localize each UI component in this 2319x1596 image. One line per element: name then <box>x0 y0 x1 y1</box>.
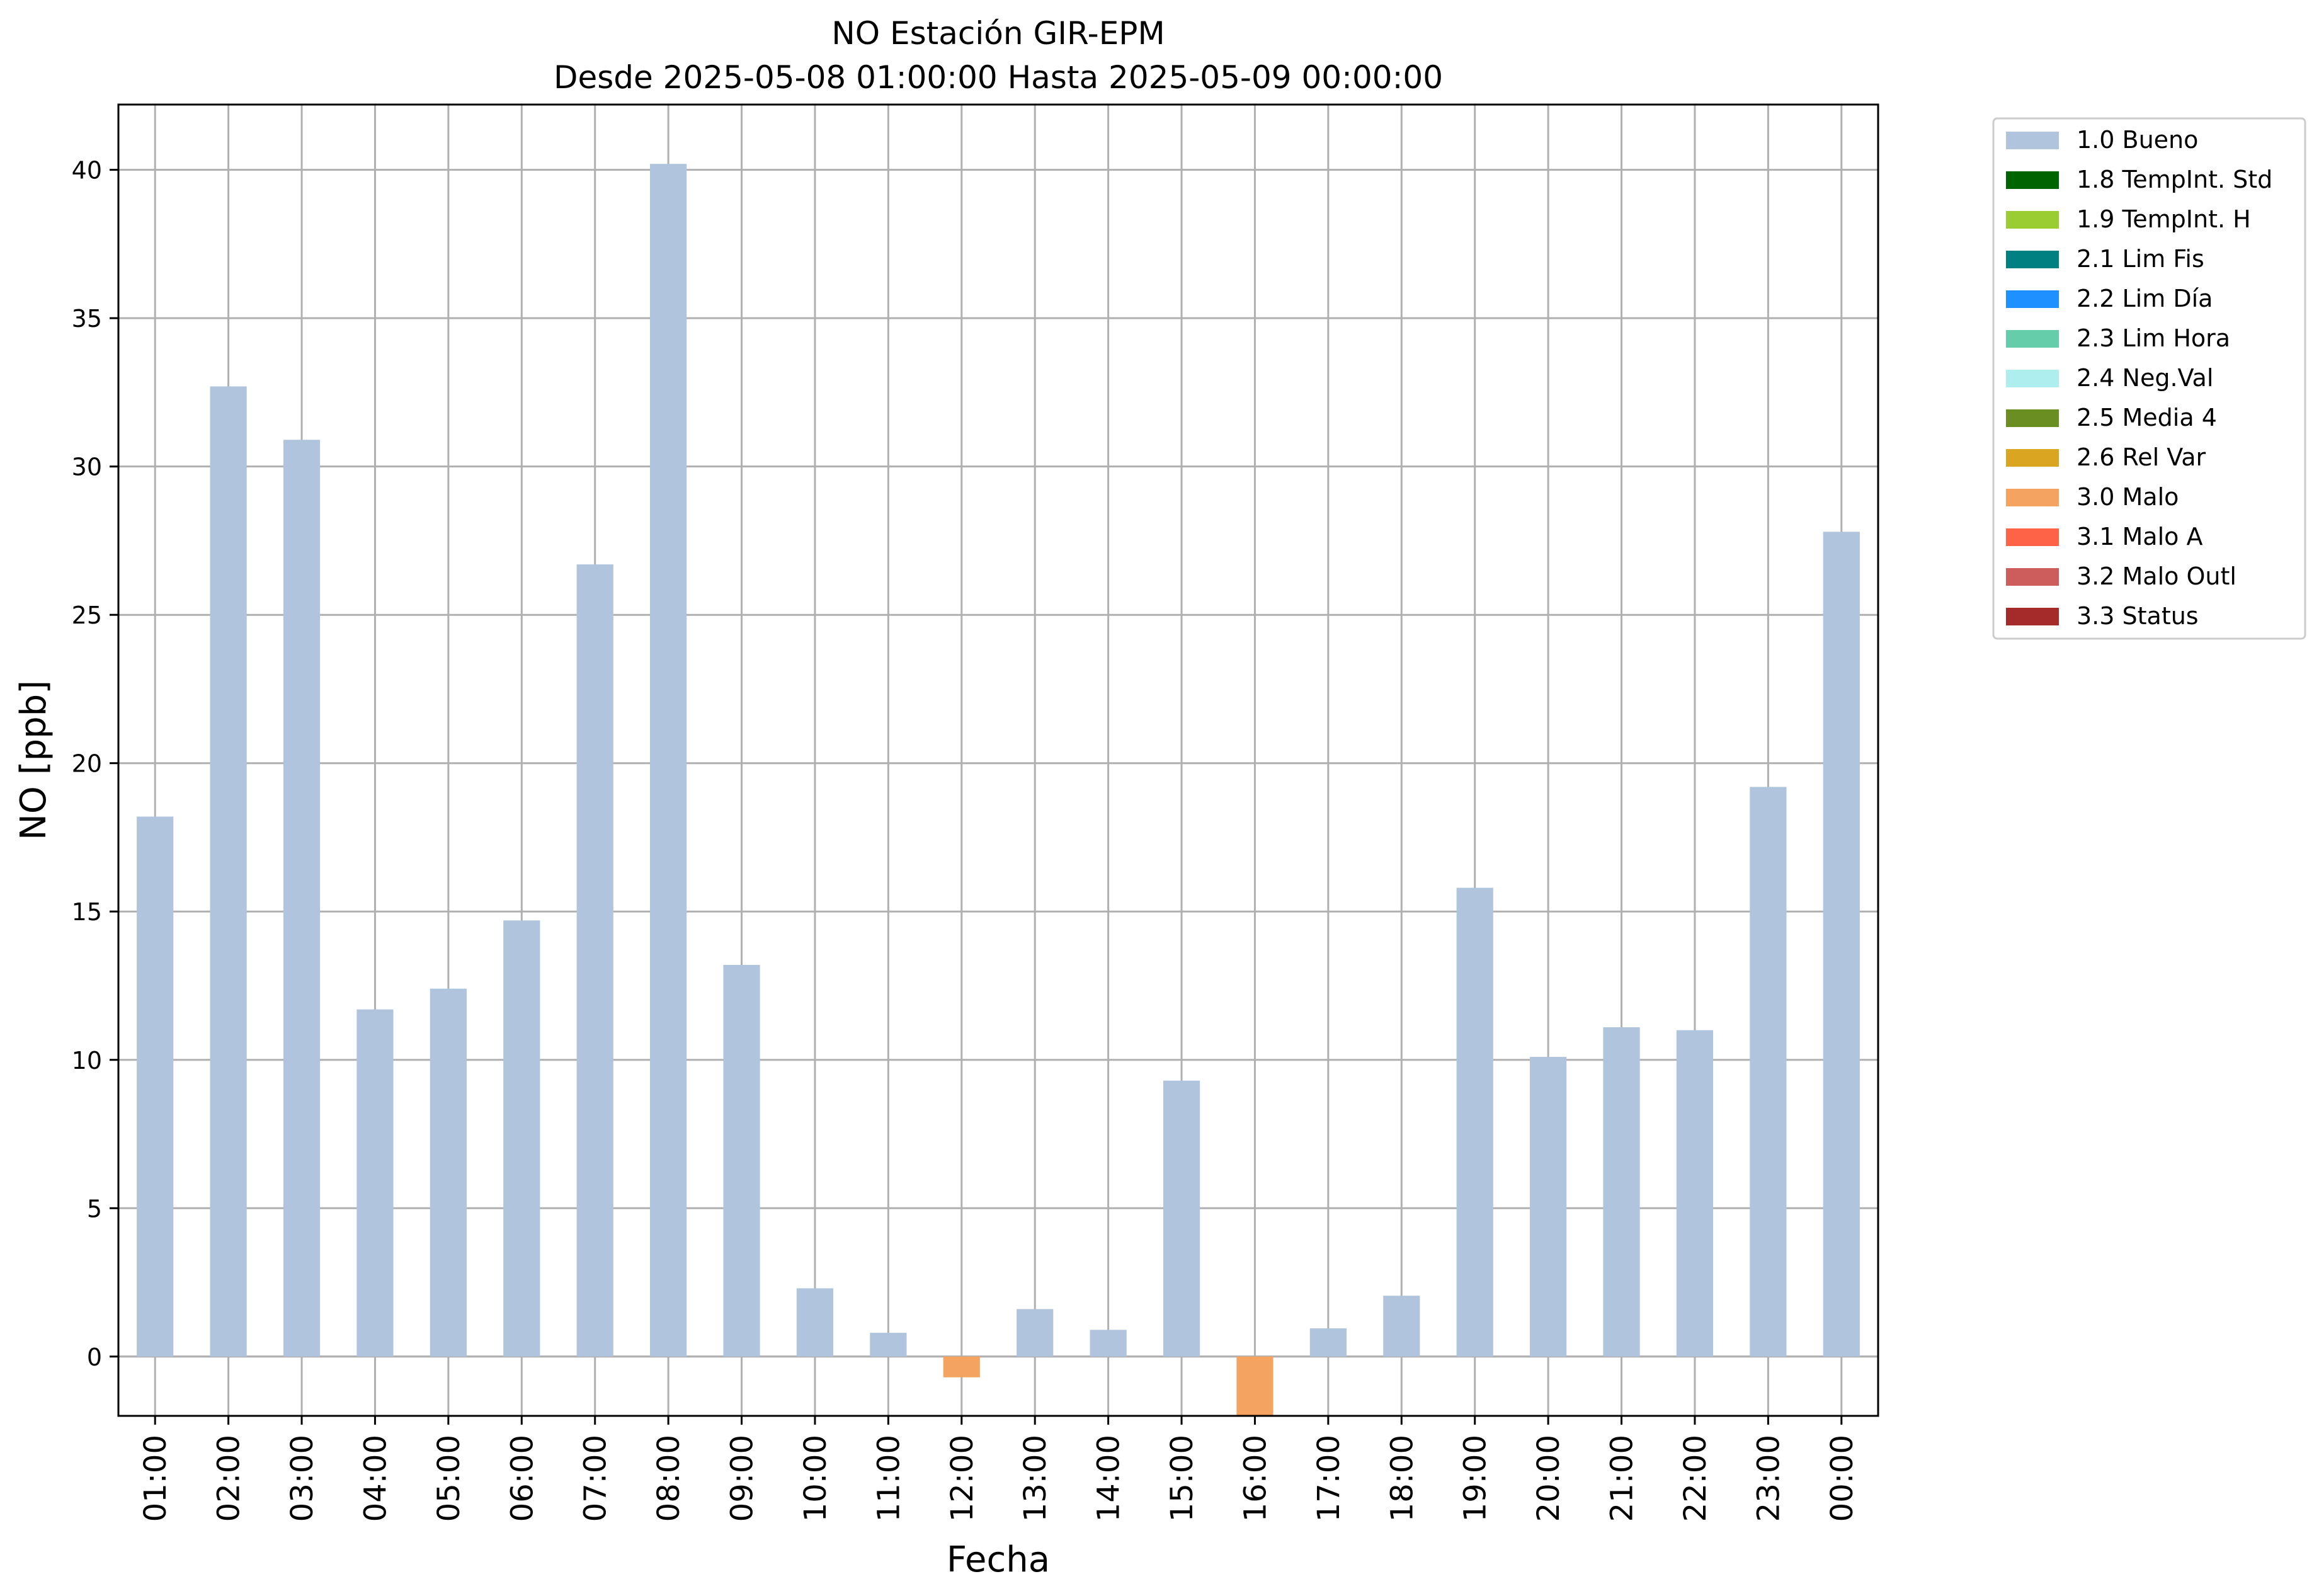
legend-swatch <box>2006 449 2059 467</box>
legend-swatch <box>2006 489 2059 506</box>
bar-1600 <box>1236 1356 1273 1416</box>
legend-swatch <box>2006 568 2059 586</box>
bar-0000 <box>1823 532 1860 1357</box>
bar-1900 <box>1456 887 1493 1357</box>
legend-entry: 2.2 Lim Día <box>2077 285 2213 312</box>
legend-entry: 3.0 Malo <box>2077 483 2179 511</box>
x-tick-label: 22:00 <box>1678 1435 1713 1522</box>
x-axis-label: Fecha <box>947 1539 1050 1580</box>
legend: 1.0 Bueno 1.8 TempInt. Std 1.9 TempInt. H 2… <box>1992 117 2306 640</box>
y-tick-label: 20 <box>72 750 102 778</box>
x-tick-label: 20:00 <box>1531 1435 1566 1522</box>
legend-entry: 3.2 Malo Outl <box>2077 562 2236 590</box>
x-tick-label: 18:00 <box>1384 1435 1420 1522</box>
legend-swatch <box>2006 409 2059 427</box>
x-tick-label: 19:00 <box>1458 1435 1493 1522</box>
bar-1300 <box>1017 1309 1054 1357</box>
x-tick-label: 01:00 <box>138 1435 173 1522</box>
bar-0200 <box>210 386 247 1357</box>
legend-swatch <box>2006 608 2059 625</box>
bar-1000 <box>796 1288 834 1357</box>
x-tick-label: 04:00 <box>358 1435 393 1522</box>
bar-2200 <box>1676 1030 1714 1357</box>
bar-0500 <box>430 988 467 1357</box>
legend-swatch <box>2006 132 2059 149</box>
y-tick-label: 30 <box>72 453 102 481</box>
x-tick-label: 02:00 <box>212 1435 247 1522</box>
bar-0400 <box>356 1009 394 1357</box>
legend-entry: 1.0 Bueno <box>2077 126 2198 154</box>
bar-0700 <box>576 564 613 1357</box>
legend-entry: 2.3 Lim Hora <box>2077 324 2230 352</box>
legend-entry: 2.1 Lim Fis <box>2077 245 2204 273</box>
legend-frame <box>1992 117 2306 640</box>
bar-0900 <box>723 965 760 1357</box>
bar-1700 <box>1309 1328 1347 1357</box>
x-tick-label: 21:00 <box>1605 1435 1640 1522</box>
bar-1100 <box>870 1333 907 1357</box>
x-tick-label: 16:00 <box>1238 1435 1273 1522</box>
bar-1400 <box>1090 1330 1127 1357</box>
legend-swatch <box>2006 251 2059 268</box>
legend-entry: 1.9 TempInt. H <box>2077 205 2251 233</box>
legend-swatch <box>2006 370 2059 387</box>
x-tick-label: 10:00 <box>798 1435 833 1522</box>
bar-2000 <box>1530 1057 1567 1357</box>
y-axis-label: NO [ppb] <box>13 680 54 840</box>
x-tick-label: 08:00 <box>651 1435 687 1522</box>
chart-title: NO Estación GIR-EPM <box>831 15 1165 52</box>
y-tick-label: 35 <box>72 305 102 333</box>
x-tick-label: 17:00 <box>1311 1435 1347 1522</box>
bars <box>137 164 1860 1416</box>
legend-entry: 2.4 Neg.Val <box>2077 364 2213 392</box>
legend-swatch <box>2006 290 2059 308</box>
x-tick-label: 12:00 <box>945 1435 980 1522</box>
bar-0800 <box>650 164 687 1357</box>
x-tick-label: 14:00 <box>1091 1435 1127 1522</box>
bar-1800 <box>1383 1296 1420 1357</box>
bar-1200 <box>943 1356 980 1377</box>
y-tick-label: 10 <box>72 1047 102 1074</box>
y-tick-label: 25 <box>72 601 102 629</box>
x-tick-label: 23:00 <box>1751 1435 1786 1522</box>
x-tick-label: 03:00 <box>285 1435 320 1522</box>
bar-1500 <box>1163 1080 1200 1357</box>
legend-swatch <box>2006 528 2059 546</box>
x-tick-label: 06:00 <box>504 1435 540 1522</box>
y-tick-label: 40 <box>72 157 102 185</box>
bar-0600 <box>503 920 540 1357</box>
plot-frame <box>117 103 1879 1417</box>
x-axis-ticks: 01:00 02:00 03:00 04:00 05:00 06:00 07:00 08:00… <box>138 1416 1860 1522</box>
legend-swatch <box>2006 171 2059 189</box>
legend-entry: 2.5 Media 4 <box>2077 404 2217 431</box>
y-tick-label: 5 <box>87 1195 102 1223</box>
legend-swatch <box>2006 330 2059 348</box>
y-axis-ticks: 0 5 10 15 20 25 30 35 40 <box>72 157 118 1371</box>
bar-2100 <box>1603 1027 1640 1357</box>
bar-2300 <box>1750 787 1787 1357</box>
y-tick-label: 0 <box>87 1343 102 1371</box>
bar-0100 <box>137 816 174 1357</box>
x-tick-label: 11:00 <box>871 1435 906 1522</box>
legend-entry: 1.8 TempInt. Std <box>2077 166 2272 193</box>
y-tick-label: 15 <box>72 898 102 926</box>
x-tick-label: 07:00 <box>578 1435 613 1522</box>
legend-swatch <box>2006 211 2059 229</box>
legend-entry: 2.6 Rel Var <box>2077 443 2206 471</box>
legend-entry: 3.1 Malo A <box>2077 523 2202 550</box>
legend-entry: 3.3 Status <box>2077 602 2199 630</box>
x-tick-label: 15:00 <box>1165 1435 1200 1522</box>
bar-0300 <box>283 440 321 1357</box>
x-tick-label: 09:00 <box>725 1435 760 1522</box>
chart-subtitle: Desde 2025-05-08 01:00:00 Hasta 2025-05-… <box>554 59 1443 96</box>
x-tick-label: 13:00 <box>1018 1435 1053 1522</box>
x-tick-label: 00:00 <box>1825 1435 1860 1522</box>
x-tick-label: 05:00 <box>431 1435 467 1522</box>
